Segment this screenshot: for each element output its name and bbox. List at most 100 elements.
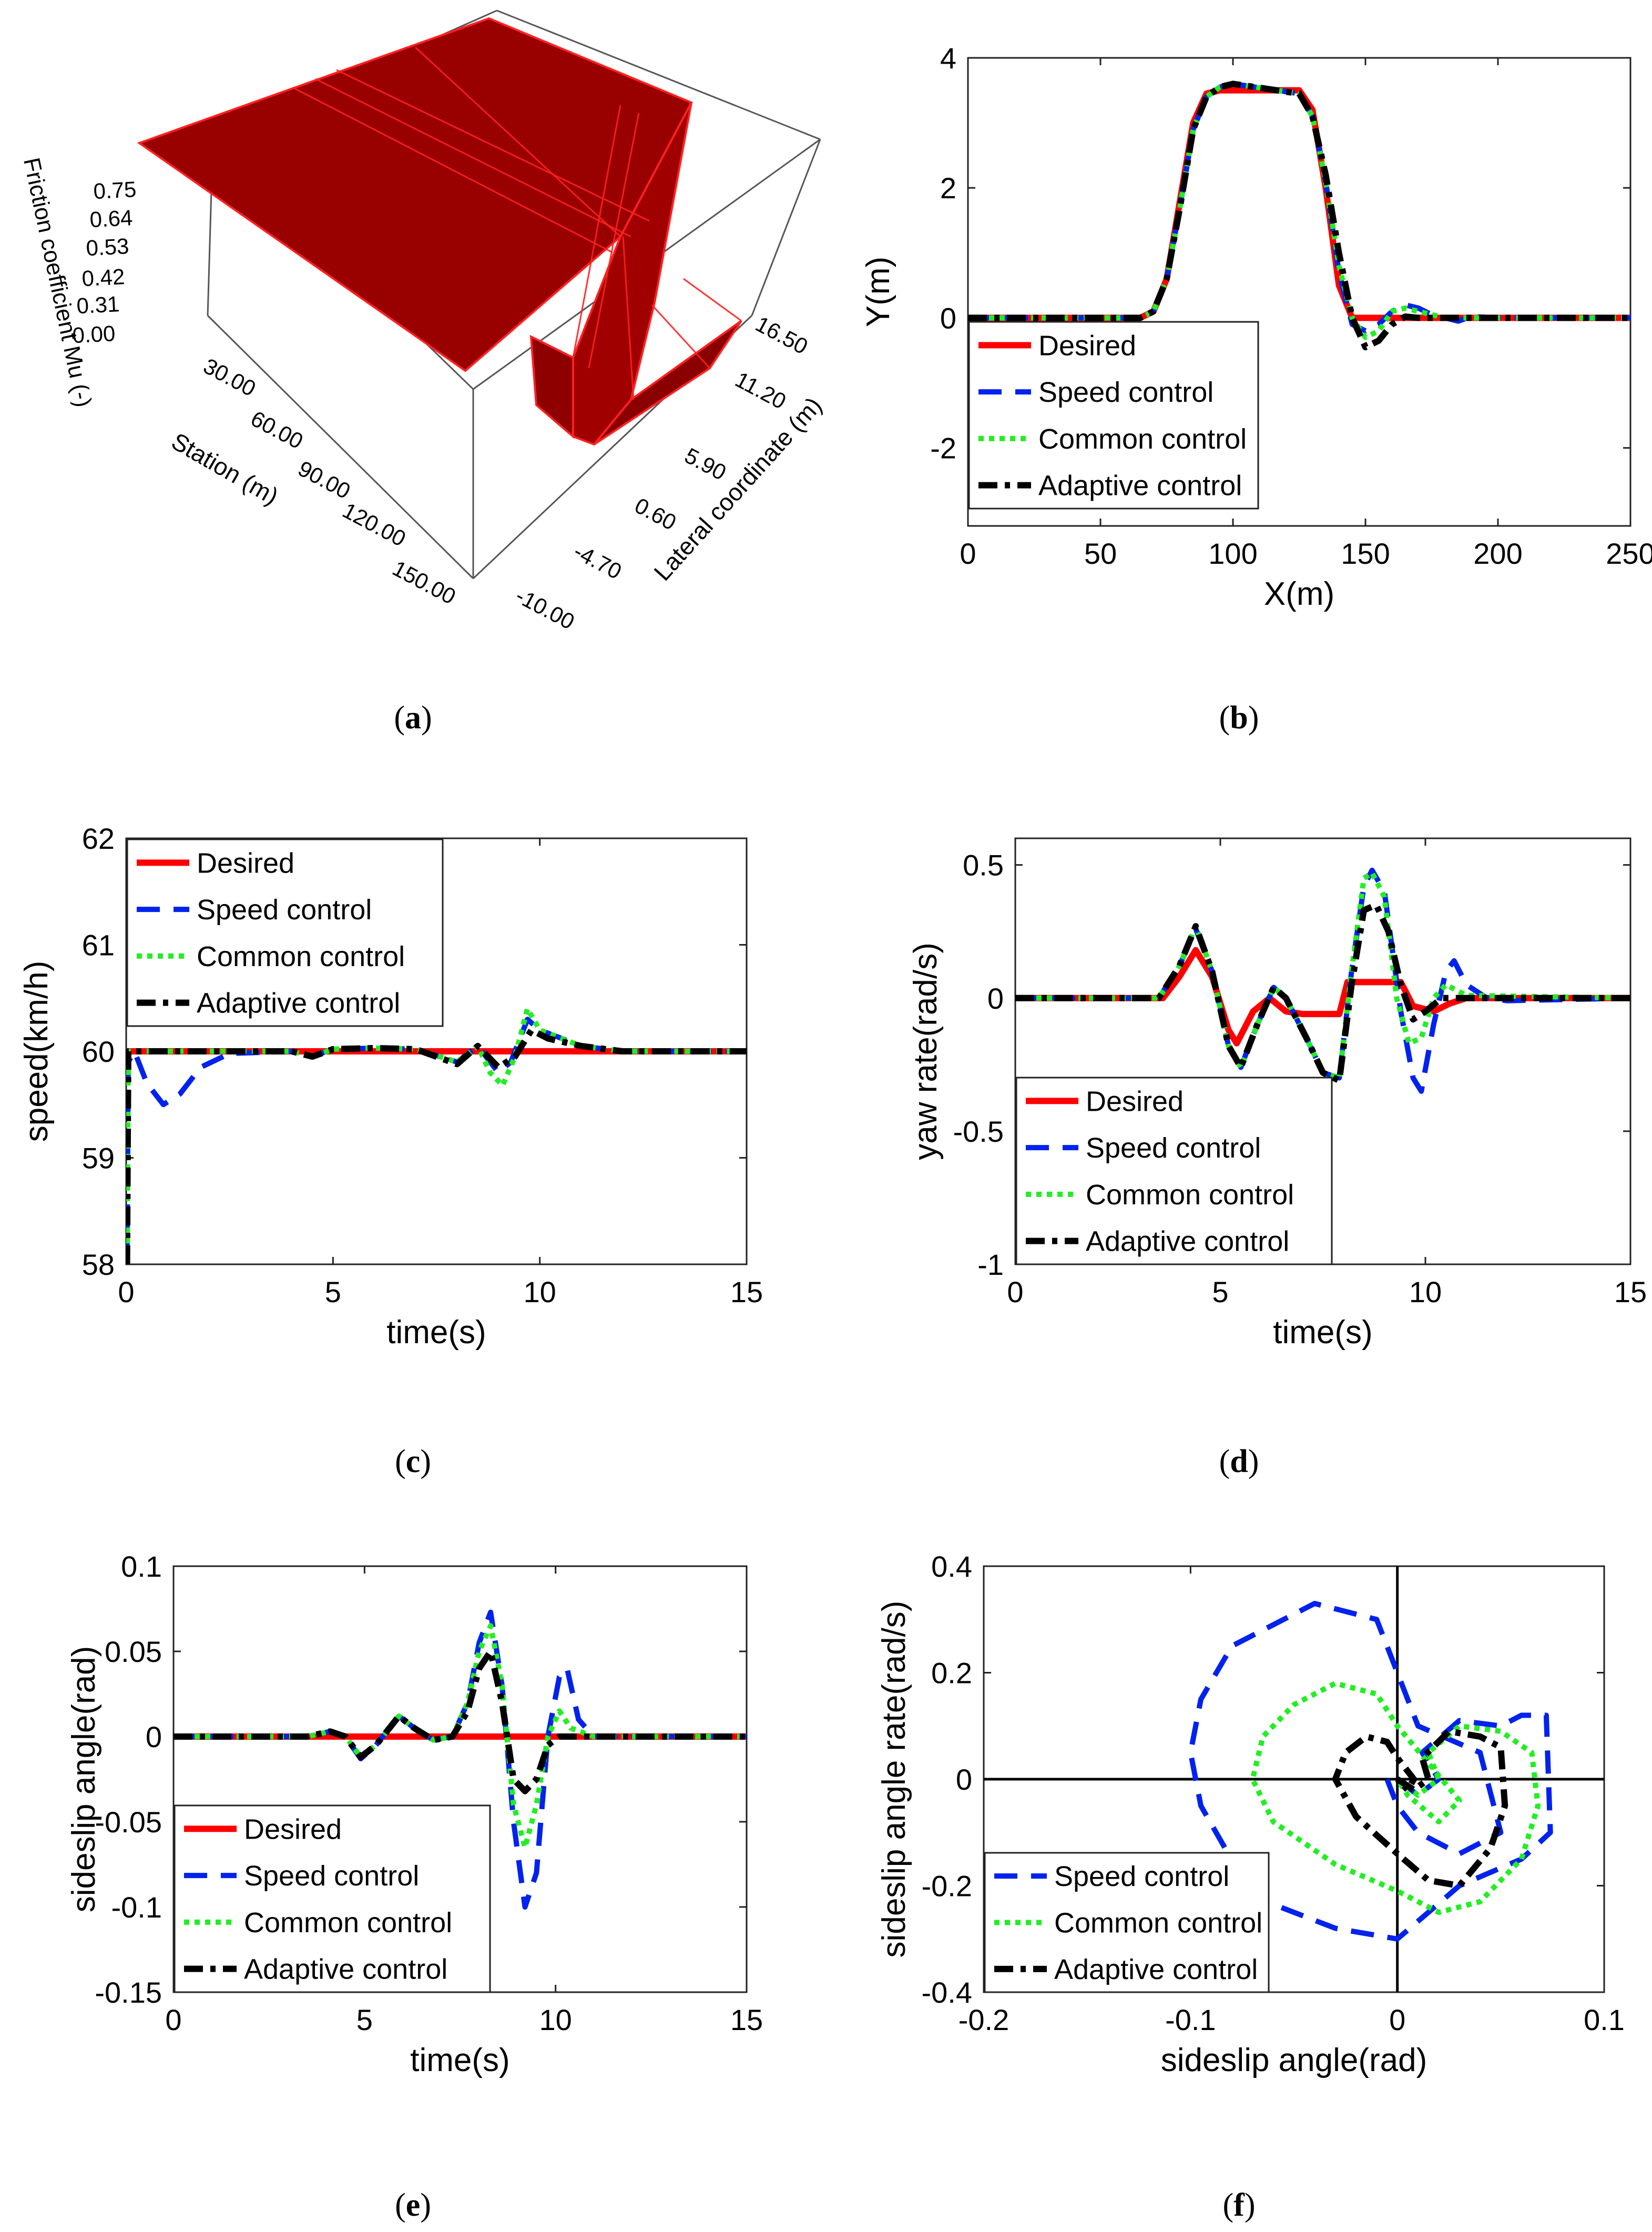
y-tick-label: 0.05 xyxy=(105,1635,162,1668)
caption-d: (d) xyxy=(1219,1444,1259,1479)
legend-box xyxy=(1015,1077,1333,1265)
caption-f: (f) xyxy=(1222,2187,1256,2223)
y-tick-label: 62 xyxy=(82,822,115,855)
legend-label-common: Common control xyxy=(1038,423,1247,455)
legend-label-adaptive: Adaptive control xyxy=(244,1954,447,1985)
y-axis-label: Y(m) xyxy=(860,257,896,327)
y-tick-label: 2 xyxy=(940,171,956,205)
legend-label-desired: Desired xyxy=(197,847,294,879)
panel-d: 0 5 10 15 -1 -0.5 0 0.5 time(s) yaw rate(rad/s) De… xyxy=(826,744,1652,1487)
y-tick-label: 90.00 xyxy=(294,456,354,504)
y-tick-label: 0 xyxy=(146,1720,162,1753)
y-tick-label: -0.15 xyxy=(95,1976,162,2009)
surface-grid-line xyxy=(336,69,650,222)
x-tick-label: 0.1 xyxy=(1584,2003,1625,2036)
legend-label-common: Common control xyxy=(1054,1908,1262,1939)
y-tick-label: -0.1 xyxy=(111,1891,162,1924)
x-tick-label: 100 xyxy=(1208,537,1257,570)
surface-grid-line xyxy=(622,236,635,400)
y-axis-label: sideslip angle(rad) xyxy=(66,1646,102,1913)
y-tick-label: 0.5 xyxy=(963,849,1004,882)
sideslip-chart: 0 5 10 15 -0.15 -0.1 -0.05 0 0.05 0.1 time(s) sides… xyxy=(66,1550,763,2078)
x-tick-label: 16.50 xyxy=(751,311,812,359)
axis-frame-line xyxy=(751,139,821,316)
legend-label-common: Common control xyxy=(244,1907,452,1939)
x-tick-label: 0 xyxy=(1007,1275,1023,1308)
legend-label-adaptive: Adaptive control xyxy=(1038,470,1242,502)
x-tick-label: 0 xyxy=(165,2003,181,2036)
series-line-adaptive xyxy=(174,1648,747,1794)
y-tick-label: 4 xyxy=(940,42,956,75)
legend-label-adaptive: Adaptive control xyxy=(1086,1226,1289,1257)
caption-e: (e) xyxy=(395,2187,431,2223)
series-group xyxy=(1015,867,1630,1094)
legend-label-speed: Speed control xyxy=(1054,1861,1229,1892)
series-line-common xyxy=(1250,1680,1541,1915)
yaw-rate-chart: 0 5 10 15 -1 -0.5 0 0.5 time(s) yaw rate(rad/s) De… xyxy=(907,837,1647,1351)
y-axis-label: speed(km/h) xyxy=(18,961,55,1142)
z-tick-label: 0.00 xyxy=(72,321,116,348)
x-tick-label: 5.90 xyxy=(681,443,730,485)
surface-grid-line xyxy=(572,105,621,358)
panel-b: 0 50 100 150 200 250 -2 0 2 4 X(m) Y(m) Desired Speed… xyxy=(826,0,1652,744)
series-line-speed xyxy=(1188,1600,1553,1942)
legend-box xyxy=(968,321,1259,510)
y-tick-label: 0.1 xyxy=(121,1550,162,1583)
x-tick-label: -10.00 xyxy=(512,583,578,634)
x-tick-label: 5 xyxy=(1212,1275,1228,1308)
legend-label-adaptive: Adaptive control xyxy=(1054,1954,1258,1985)
legend-label-speed: Speed control xyxy=(197,894,372,926)
axis-frame-line xyxy=(207,314,474,580)
caption-c: (c) xyxy=(395,1444,431,1479)
x-tick-label: 250 xyxy=(1606,537,1652,570)
x-tick-label: -0.2 xyxy=(958,2003,1009,2036)
y-tick-label: 58 xyxy=(82,1248,115,1281)
x-tick-label: 0 xyxy=(1389,2003,1405,2036)
speed-chart: 0 5 10 15 58 59 60 61 62 time(s) speed(km/h) Desire… xyxy=(18,822,763,1351)
step-face xyxy=(529,334,574,439)
surface-grid-line xyxy=(315,78,631,238)
panel-a: 0.00 0.31 0.42 0.53 0.64 0.75 30.00 60.00 90.00 1… xyxy=(0,0,827,744)
surface-grid-line xyxy=(683,278,742,322)
y-axis-label: Station (m) xyxy=(167,427,283,510)
y-tick-label: 0 xyxy=(987,982,1004,1015)
y-tick-label: -0.05 xyxy=(95,1805,162,1839)
y-tick-label: -1 xyxy=(977,1248,1004,1281)
series-line-common xyxy=(174,1623,747,1850)
x-axis-label: X(m) xyxy=(1264,576,1334,612)
legend-label-adaptive: Adaptive control xyxy=(197,988,400,1019)
series-line-adaptive xyxy=(968,80,1630,351)
caption-b: (b) xyxy=(1219,700,1259,736)
y-tick-label: 59 xyxy=(82,1142,115,1175)
y-tick-label: 0.2 xyxy=(931,1657,972,1690)
x-tick-label: 15 xyxy=(730,1275,763,1308)
legend-label-speed: Speed control xyxy=(1086,1132,1261,1164)
caption-a: (a) xyxy=(394,700,432,736)
y-axis-label: yaw rate(rad/s) xyxy=(907,942,944,1160)
series-line-desired xyxy=(1015,947,1630,1047)
x-tick-label: 10 xyxy=(1409,1275,1442,1308)
y-tick-label: -0.5 xyxy=(953,1115,1004,1148)
series-group xyxy=(1188,1600,1553,1942)
z-tick-label: 0.53 xyxy=(85,234,129,260)
y-tick-label: 0 xyxy=(956,1763,972,1796)
z-tick-label: 0.31 xyxy=(76,291,120,318)
y-axis-label: sideslip angle rate(rad/s) xyxy=(876,1601,912,1958)
x-tick-label: -0.1 xyxy=(1165,2003,1216,2036)
z-tick-label: 0.64 xyxy=(89,205,133,232)
legend-label-desired: Desired xyxy=(1086,1085,1184,1117)
x-tick-label: 0 xyxy=(960,537,976,570)
trajectory-chart: 0 50 100 150 200 250 -2 0 2 4 X(m) Y(m) Desired Speed… xyxy=(860,42,1652,612)
axis-frame-line xyxy=(496,9,821,140)
x-tick-label: 5 xyxy=(325,1275,341,1308)
legend-label-common: Common control xyxy=(197,941,405,972)
series-group xyxy=(126,1006,747,1264)
y-tick-label: 60.00 xyxy=(247,406,307,454)
y-tick-label: 150.00 xyxy=(389,555,460,609)
x-tick-label: 15 xyxy=(730,2003,763,2036)
y-tick-label: 0 xyxy=(940,301,956,334)
y-tick-label: -0.2 xyxy=(922,1870,973,1903)
surface-grid-line xyxy=(414,46,621,238)
